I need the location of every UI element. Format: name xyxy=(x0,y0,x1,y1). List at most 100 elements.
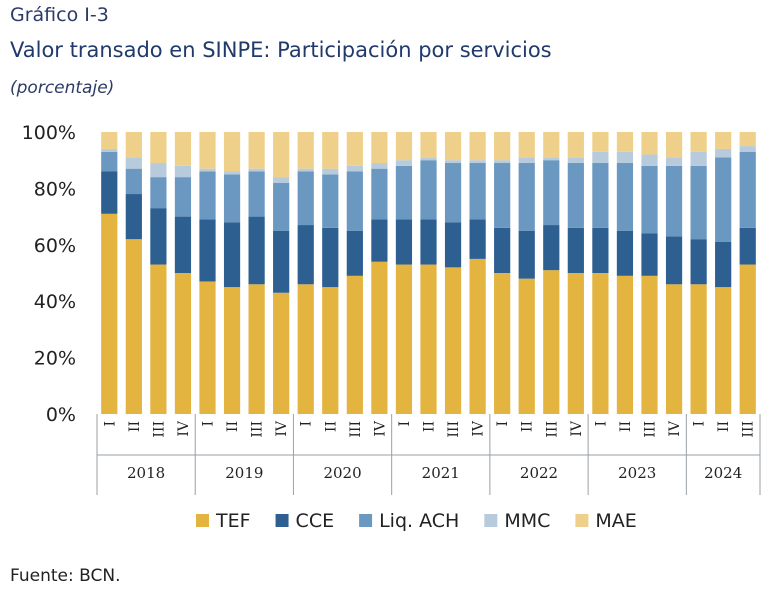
bar-segment-cce xyxy=(567,227,584,273)
legend-swatch xyxy=(575,514,589,527)
y-axis: 0% 20% 40% 60% 80% 100% xyxy=(22,122,76,426)
x-group-label: 2023 xyxy=(618,464,656,482)
bar-segment-tef xyxy=(371,261,388,414)
x-tick-label: IV xyxy=(372,420,388,437)
x-tick-label: III xyxy=(544,421,560,438)
bar-segment-liq-ach xyxy=(248,171,265,217)
x-tick-label: IV xyxy=(667,420,683,437)
legend-label: Liq. ACH xyxy=(379,510,459,532)
figure-number: Gráfico I-3 xyxy=(10,4,109,26)
bar-segment-tef xyxy=(469,258,486,414)
bar-segment-cce xyxy=(641,233,658,276)
bar-segment-tef xyxy=(420,264,437,414)
bar-segment-liq-ach xyxy=(616,163,634,231)
bar-segment-mmc xyxy=(641,154,658,166)
bar-segment-mae xyxy=(469,132,486,161)
bar-segment-tef xyxy=(297,284,314,414)
bar-segment-liq-ach xyxy=(690,165,707,240)
bar-segment-liq-ach xyxy=(101,151,118,172)
bar-segment-mmc xyxy=(420,157,437,161)
bar-segment-cce xyxy=(125,194,142,240)
y-tick-label: 40% xyxy=(34,291,76,313)
legend-swatch xyxy=(359,514,373,527)
x-axis: I II III IV I II III IV I II III IV I II III IV I II III IV… xyxy=(96,414,761,495)
bar-segment-liq-ach xyxy=(518,163,535,231)
x-group-label: 2020 xyxy=(323,464,361,482)
bar-segment-mae xyxy=(616,132,634,152)
bar-segment-mae xyxy=(665,132,683,158)
bar-segment-mmc xyxy=(592,151,609,164)
bar-segment-liq-ach xyxy=(543,160,560,226)
bar-segment-mmc xyxy=(174,165,192,178)
bar-segment-mae xyxy=(444,132,462,161)
bar-segment-mmc xyxy=(444,160,462,164)
source-note: Fuente: BCN. xyxy=(10,566,121,586)
x-tick-label: III xyxy=(348,421,364,438)
x-tick-label: II xyxy=(520,421,536,432)
bar-segment-cce xyxy=(199,219,216,282)
bar-segment-mmc xyxy=(616,151,634,164)
bar-segment-mae xyxy=(223,132,241,172)
bar-segment-liq-ach xyxy=(567,163,584,228)
bar-segment-mmc xyxy=(395,160,413,166)
x-tick-label: IV xyxy=(176,420,192,437)
x-tick-label: IV xyxy=(569,420,585,437)
bar-segment-mmc xyxy=(322,168,339,175)
x-tick-label: I xyxy=(593,421,609,427)
bar-segment-mae xyxy=(248,132,265,169)
x-tick-label: III xyxy=(151,421,167,438)
bar-segment-liq-ach xyxy=(739,151,756,228)
bar-segment-liq-ach xyxy=(223,174,241,223)
bar-segment-mmc xyxy=(273,177,290,183)
bar-segment-cce xyxy=(469,219,486,259)
bar-segment-cce xyxy=(371,219,388,262)
bar-segment-cce xyxy=(739,227,756,265)
bar-segment-mmc xyxy=(543,157,560,161)
bar-segment-tef xyxy=(150,264,167,414)
bar-segment-mae xyxy=(125,132,142,158)
bar-segment-tef xyxy=(101,213,118,414)
bar-segment-mae xyxy=(395,132,413,161)
bar-segment-mmc xyxy=(297,168,314,172)
bar-segment-mae xyxy=(715,132,732,149)
bar-segment-mmc xyxy=(346,165,363,172)
y-tick-label: 20% xyxy=(34,348,76,370)
bar-segment-mae xyxy=(371,132,388,164)
bar-segment-tef xyxy=(444,267,462,414)
bar-segment-mae xyxy=(199,132,216,169)
x-group-label: 2021 xyxy=(422,464,460,482)
bar-segment-mae xyxy=(297,132,314,169)
bar-segment-tef xyxy=(494,273,511,414)
bar-segment-mmc xyxy=(739,146,756,152)
legend-label: MMC xyxy=(504,510,550,532)
bar-segment-cce xyxy=(101,171,118,214)
bar-segment-mae xyxy=(592,132,609,152)
bar-segment-mmc xyxy=(518,157,535,164)
legend-swatch xyxy=(484,514,498,527)
bar-segment-mmc xyxy=(567,157,584,164)
bar-segment-tef xyxy=(739,264,756,414)
bar-segment-liq-ach xyxy=(150,177,167,209)
bar-segment-mae xyxy=(420,132,437,158)
bar-segment-cce xyxy=(273,230,290,293)
y-tick-label: 0% xyxy=(46,404,76,426)
bar-segment-cce xyxy=(248,216,265,285)
bar-segment-tef xyxy=(543,270,560,414)
bar-segment-mae xyxy=(101,132,118,149)
bar-segment-cce xyxy=(518,230,535,279)
legend-label: MAE xyxy=(595,510,636,532)
bar-segment-tef xyxy=(690,284,707,414)
bar-segment-tef xyxy=(273,292,290,414)
x-tick-label: II xyxy=(225,421,241,432)
x-tick-label: II xyxy=(716,421,732,432)
bar-segment-tef xyxy=(125,239,142,414)
bar-segment-mmc xyxy=(199,168,216,172)
bar-segment-liq-ach xyxy=(174,177,192,217)
bar-segment-liq-ach xyxy=(125,168,142,195)
bar-segment-cce xyxy=(395,219,413,265)
bar-segment-cce xyxy=(494,227,511,273)
bar-segment-cce xyxy=(420,219,437,265)
x-tick-label: IV xyxy=(274,420,290,437)
x-tick-label: II xyxy=(127,421,143,432)
chart-subtitle: (porcentaje) xyxy=(10,78,115,98)
